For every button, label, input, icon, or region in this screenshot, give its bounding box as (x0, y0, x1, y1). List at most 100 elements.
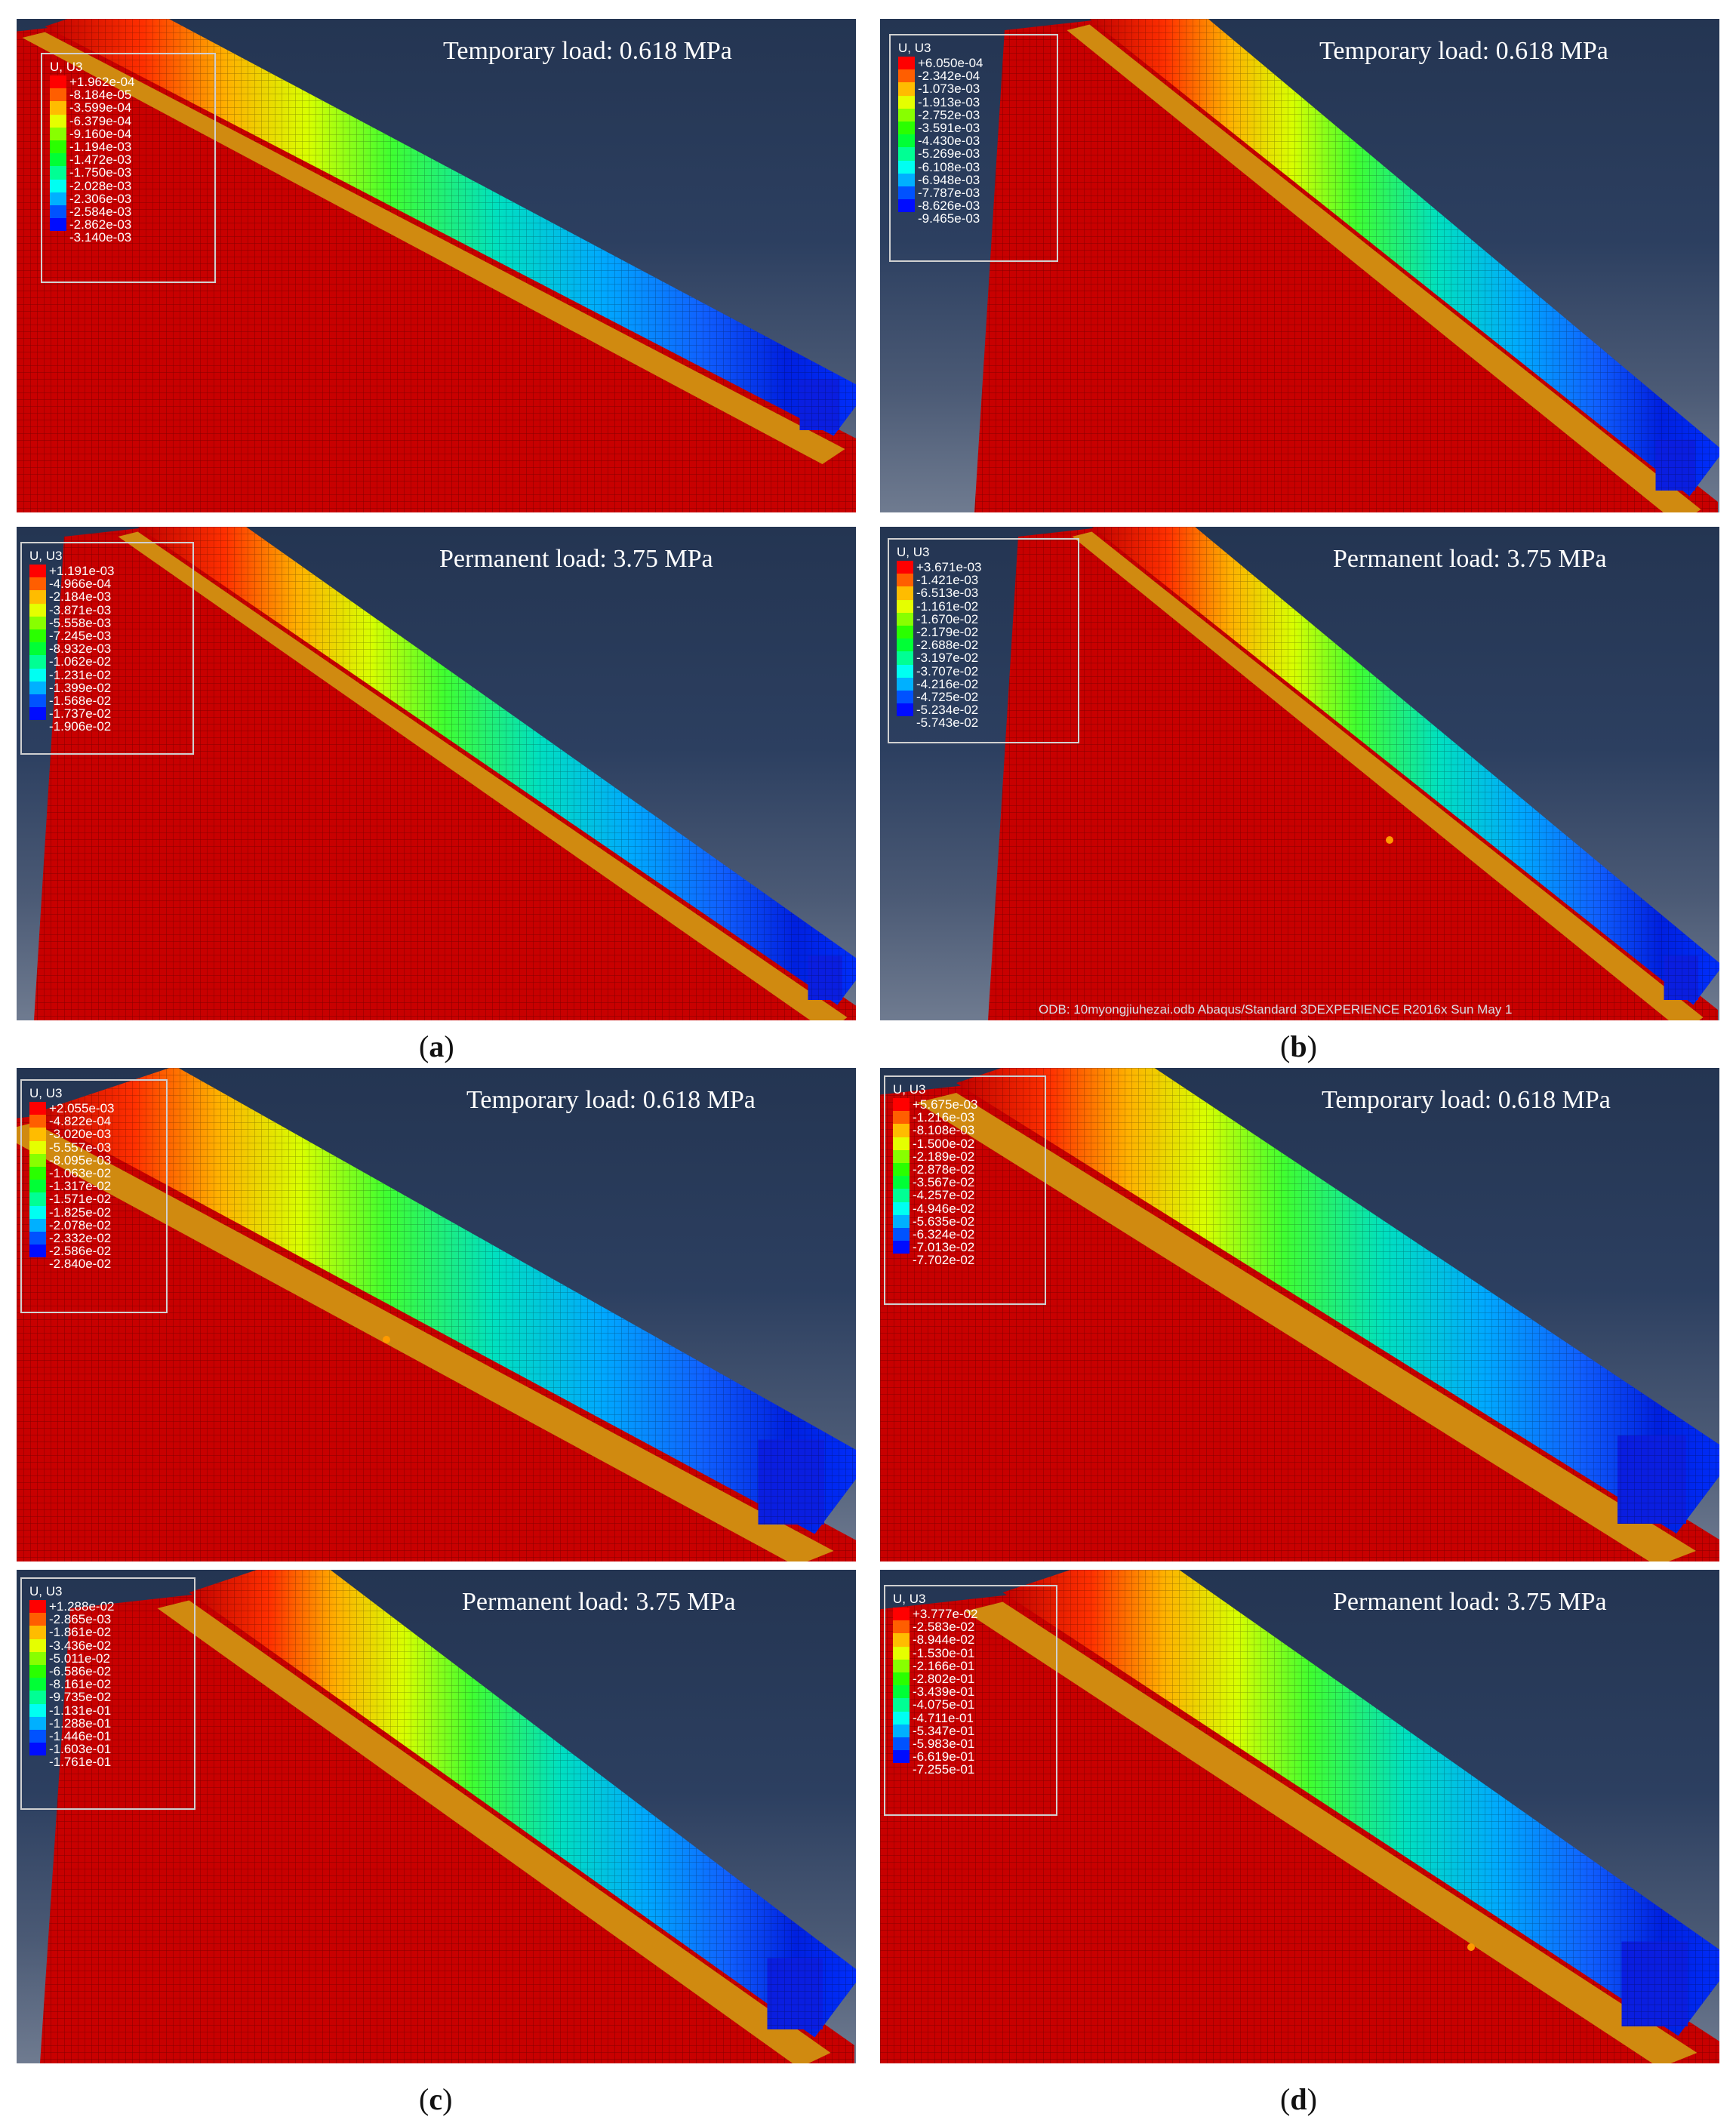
legend-swatch (897, 625, 913, 639)
legend-swatch (29, 642, 46, 656)
legend-swatch (898, 147, 915, 161)
legend-entry: -1.568e-02 (29, 693, 185, 708)
legend-value: -2.584e-03 (69, 204, 132, 219)
legend-swatch (29, 1115, 46, 1128)
legend-entry: +1.962e-04 (50, 75, 207, 90)
legend-swatch (893, 1763, 910, 1776)
legend-value: -1.131e-01 (49, 1703, 112, 1718)
legend-value: -6.513e-03 (916, 586, 979, 601)
legend-swatch (29, 565, 46, 578)
color-legend: U, U3 +2.055e-03 -4.822e-04 -3.020e-03 -5.55… (20, 1079, 168, 1313)
legend-swatch (898, 199, 915, 213)
legend-swatch (893, 1254, 910, 1266)
legend-value: -2.752e-03 (918, 107, 980, 122)
fea-panel-3: Permanent load: 3.75 MPa U, U3 +1.191e-03-… (17, 527, 856, 1020)
legend-entry: -1.670e-02 (897, 612, 1070, 626)
legend-swatch (898, 134, 915, 148)
legend-entry: -1.825e-02 (29, 1205, 159, 1220)
legend-entry: -1.063e-02 (29, 1166, 159, 1181)
legend-swatch (29, 1231, 46, 1245)
legend-swatch (893, 1750, 910, 1764)
legend-swatch (29, 1128, 46, 1141)
legend-swatch (897, 586, 913, 600)
legend-entry: -5.347e-01 (893, 1724, 1048, 1737)
legend-value: -1.063e-02 (49, 1166, 112, 1181)
legend-value: +6.050e-04 (918, 56, 983, 71)
color-legend: U, U3 +3.671e-03 -1.421e-03 -6.513e-03 -1.16… (888, 538, 1079, 743)
legend-swatch (893, 1737, 910, 1751)
legend-swatch (893, 1724, 910, 1737)
legend-entry: -2.342e-04 (898, 69, 1049, 83)
beam-contour-plot (17, 1068, 856, 1561)
legend-value: -5.743e-02 (916, 715, 979, 731)
legend-value: -4.946e-02 (913, 1201, 975, 1216)
legend-entry: -4.257e-02 (893, 1189, 1037, 1202)
legend-value: -3.707e-02 (916, 663, 979, 678)
load-label: Permanent load: 3.75 MPa (462, 1588, 736, 1616)
legend-value: -1.825e-02 (49, 1205, 112, 1220)
legend-swatch (893, 1098, 910, 1112)
legend-value: -1.216e-03 (913, 1110, 975, 1125)
legend-value: -5.635e-02 (913, 1214, 975, 1229)
legend-swatch (897, 599, 913, 613)
legend-entry: -5.743e-02 (897, 716, 1070, 729)
legend-entry: -3.197e-02 (897, 651, 1070, 666)
legend-value: -6.948e-03 (918, 172, 980, 187)
legend-entry: -8.932e-03 (29, 642, 185, 657)
legend-swatch (29, 616, 46, 629)
legend-swatch (29, 603, 46, 617)
legend-value: -2.688e-02 (916, 638, 979, 653)
legend-entry: -4.075e-01 (893, 1698, 1048, 1712)
legend-value: -2.583e-02 (913, 1620, 975, 1635)
legend-value: -1.568e-02 (49, 693, 112, 708)
beam-contour-plot (988, 527, 1719, 1020)
legend-value: +1.962e-04 (69, 75, 135, 90)
legend-swatch (893, 1214, 910, 1228)
legend-entry: -2.332e-02 (29, 1231, 159, 1245)
legend-entry: -1.530e-01 (893, 1646, 1048, 1660)
legend-value: -5.983e-01 (913, 1736, 975, 1751)
legend-value: -3.567e-02 (913, 1175, 975, 1190)
legend-value: +2.055e-03 (49, 1101, 115, 1116)
legend-swatch (29, 1245, 46, 1258)
legend-entry: -7.255e-01 (893, 1763, 1048, 1776)
legend-value: -9.465e-03 (918, 211, 980, 226)
legend-entry: -9.735e-02 (29, 1691, 186, 1704)
legend-entry: -6.586e-02 (29, 1664, 186, 1678)
legend-entry: +5.675e-03 (893, 1097, 1037, 1112)
legend-entry: -1.231e-02 (29, 668, 185, 682)
legend-entry: -1.500e-02 (893, 1137, 1037, 1150)
legend-value: -1.571e-02 (49, 1192, 112, 1207)
legend-swatch (29, 590, 46, 604)
legend-entry: -1.603e-01 (29, 1743, 186, 1756)
legend-swatch (893, 1149, 910, 1163)
legend-entry: +3.777e-02 (893, 1608, 1048, 1621)
legend-swatch (29, 1257, 46, 1270)
legend-value: -9.160e-04 (69, 126, 132, 141)
legend-swatch (29, 1166, 46, 1180)
legend-value: -7.255e-01 (913, 1762, 975, 1777)
load-label: Temporary load: 0.618 MPa (443, 37, 732, 65)
legend-value: -3.591e-03 (918, 121, 980, 136)
legend-value: -8.184e-05 (69, 88, 132, 103)
legend-value: -6.324e-02 (913, 1226, 975, 1241)
legend-entry: -2.184e-03 (29, 590, 185, 604)
legend-swatch (898, 57, 915, 70)
legend-value: -3.140e-03 (69, 230, 132, 245)
legend-entry: -1.571e-02 (29, 1192, 159, 1207)
legend-swatch (893, 1241, 910, 1254)
legend-value: -8.932e-03 (49, 642, 112, 657)
legend-swatch (50, 166, 66, 180)
color-legend: U, U3 +6.050e-04 -2.342e-04 -1.073e-03 -1.91… (889, 34, 1058, 262)
legend-entry: -5.558e-03 (29, 616, 185, 629)
fea-panel-7: Permanent load: 3.75 MPa U, U3 +1.288e-02-… (17, 1570, 856, 2063)
legend-entry: -2.028e-03 (50, 179, 207, 192)
legend-entry: -2.802e-01 (893, 1672, 1048, 1686)
legend-value: -3.197e-02 (916, 651, 979, 666)
fea-panel-8: Permanent load: 3.75 MPa U, U3 +3.777e-02-… (880, 1570, 1719, 2063)
color-legend: U, U3 +1.288e-02 -2.865e-03 -1.861e-02 -3.43… (20, 1577, 195, 1810)
legend-entry: -8.184e-05 (50, 88, 207, 103)
legend-value: +5.675e-03 (913, 1097, 978, 1112)
legend-swatch (898, 95, 915, 109)
legend-value: -3.599e-04 (69, 100, 132, 115)
